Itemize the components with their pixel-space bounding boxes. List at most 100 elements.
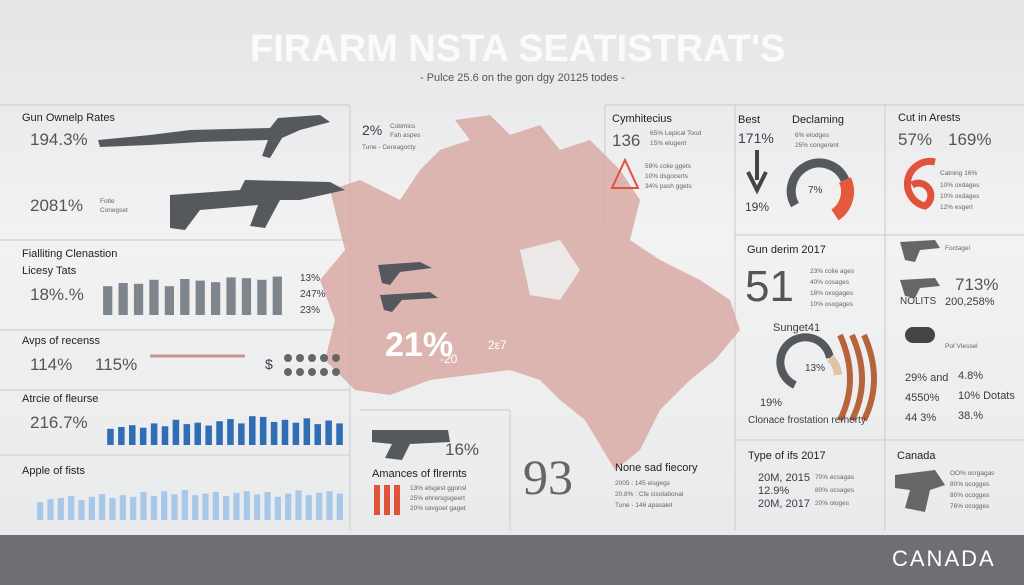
- heading: Fialliting Clenastion: [22, 248, 118, 260]
- label: Pof Vlessel: [945, 343, 978, 350]
- heading: Licesy Tats: [22, 265, 77, 277]
- bar: [150, 496, 157, 520]
- item: 18% oxogages: [810, 290, 854, 297]
- item: 34% pash ggets: [645, 183, 692, 190]
- bar: [303, 418, 311, 445]
- row-label: 29% and: [905, 372, 949, 384]
- item: 80% ocogges: [950, 492, 990, 499]
- dividers: [0, 104, 1024, 530]
- bar: [257, 279, 267, 315]
- bar: [374, 485, 380, 515]
- item: 25% ehrersgsgeert: [410, 495, 465, 502]
- bar: [103, 286, 113, 315]
- note: Cobmics: [390, 123, 416, 130]
- bar: [181, 490, 188, 520]
- item: 80% ocogges: [950, 481, 990, 488]
- bar: [394, 485, 400, 515]
- bar: [133, 283, 144, 315]
- item: OO% ocrgagas: [950, 470, 995, 477]
- bar: [259, 416, 267, 445]
- item: 13% elsgest ggonsl: [410, 485, 467, 492]
- bar: [254, 494, 261, 520]
- map-sub: -20: [440, 352, 458, 366]
- bar: [227, 419, 234, 445]
- bar: [325, 420, 332, 445]
- donut-label: 13%: [805, 363, 826, 374]
- item: 40% cosages: [810, 279, 850, 286]
- bar: [139, 427, 147, 445]
- bar: [172, 419, 180, 445]
- value: 136: [612, 131, 641, 150]
- value: 2%: [362, 122, 383, 138]
- bar: [270, 421, 278, 445]
- bar: [336, 423, 343, 445]
- donut: [776, 333, 834, 389]
- bar: [37, 502, 44, 520]
- bar: [305, 495, 312, 520]
- bar: [281, 419, 289, 445]
- bar: [183, 424, 191, 445]
- bar: [107, 428, 114, 445]
- row-value: 70% ecsagas: [815, 474, 855, 481]
- legend: Conegset: [100, 207, 128, 214]
- bar: [161, 491, 168, 520]
- value: 115%: [95, 355, 138, 374]
- legend: Fotle: [100, 198, 115, 205]
- bar: [119, 495, 126, 520]
- value: 194.3%: [30, 130, 88, 149]
- bar: [238, 423, 245, 445]
- note: 25% congerent: [795, 142, 839, 149]
- gauge-accent: [831, 177, 855, 221]
- bar: [295, 490, 302, 520]
- label: Foctagel: [945, 245, 970, 252]
- bar: [192, 495, 199, 520]
- legend: 13%: [300, 273, 321, 284]
- bar: [216, 421, 223, 445]
- row-label: 4550%: [905, 392, 940, 404]
- map-bay: [520, 240, 580, 300]
- row-value: 10% Dotats: [958, 390, 1015, 402]
- bar: [88, 496, 95, 520]
- bar: [180, 279, 190, 315]
- item: 20% cevgoet gaget: [410, 505, 466, 512]
- legend: 23%: [300, 305, 321, 316]
- value: 19%: [760, 397, 783, 409]
- bar: [336, 493, 343, 520]
- subtitle: - Pulce 25.6 on the gon dgy 20125 todes …: [420, 72, 625, 84]
- big-number: 51: [745, 262, 794, 311]
- legend: 247%: [300, 289, 326, 300]
- heading: Best: [738, 114, 761, 126]
- bar: [78, 500, 85, 520]
- pyramid-icon: [610, 157, 640, 189]
- bar: [130, 496, 137, 520]
- row-label: 12.9%: [758, 485, 790, 497]
- bar: [99, 494, 106, 520]
- gauge: [786, 158, 850, 208]
- bar: [241, 278, 252, 315]
- footer-bar: [0, 535, 1024, 585]
- heading: Sunget41: [773, 322, 821, 334]
- map-other: 2ε7: [488, 338, 507, 352]
- title: FIRARM NSTA SEATISTRAT'S: [250, 28, 786, 70]
- bar: [264, 492, 271, 520]
- row-value: 80% ocsages: [815, 487, 855, 494]
- item: 76% ocogges: [950, 503, 990, 510]
- heading: Apple of fists: [22, 465, 85, 477]
- heading: Amances of flrernts: [372, 468, 467, 480]
- bar: [140, 492, 147, 520]
- item: 2005 : 145 eisgegs: [615, 480, 670, 487]
- dots: [284, 354, 340, 376]
- bar: [161, 426, 169, 445]
- bar: [212, 492, 219, 520]
- item: 12% esgert: [940, 204, 973, 211]
- bar: [129, 425, 136, 445]
- note: Fah aspes: [390, 132, 421, 139]
- heading: Avps of recenss: [22, 335, 101, 347]
- heading: Type of ifs 2017: [748, 450, 826, 462]
- heading: Atrcie of fleurse: [22, 393, 99, 405]
- value: 19%: [745, 200, 770, 214]
- item: 10% oxdages: [940, 182, 980, 189]
- item: 23% colie ages: [810, 268, 855, 275]
